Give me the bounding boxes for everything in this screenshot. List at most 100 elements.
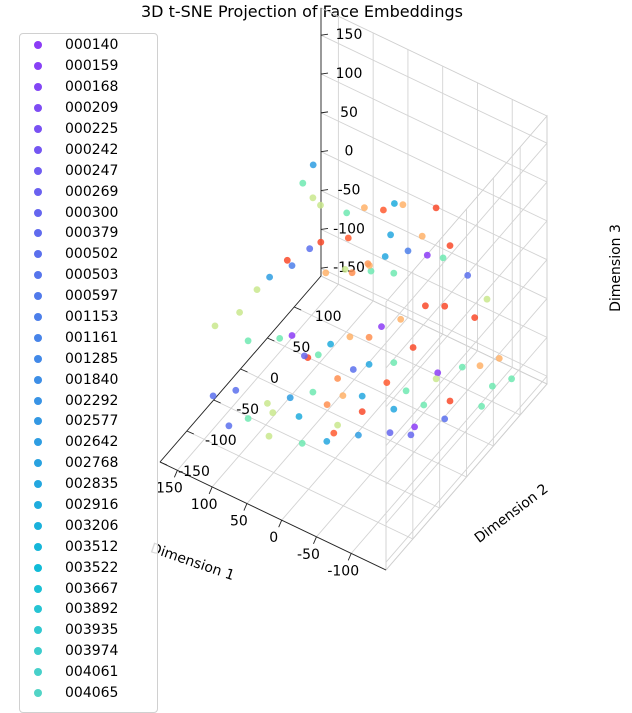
legend-item: 003667 bbox=[20, 578, 157, 599]
legend-item: 002292 bbox=[20, 390, 157, 411]
data-point bbox=[446, 397, 454, 405]
grid-line-z bbox=[385, 220, 548, 408]
axes-panes bbox=[159, 7, 548, 572]
data-point bbox=[244, 337, 252, 345]
data-point bbox=[390, 269, 398, 277]
legend-label: 004065 bbox=[65, 685, 119, 702]
legend-item: 003892 bbox=[20, 599, 157, 620]
data-point bbox=[434, 369, 442, 377]
x-tick-mark bbox=[243, 503, 248, 511]
legend-label: 001285 bbox=[65, 350, 119, 367]
y-tick-mark bbox=[293, 306, 302, 311]
legend-label: 000225 bbox=[65, 121, 119, 137]
legend-marker bbox=[34, 417, 42, 426]
legend-item: 004065 bbox=[20, 683, 157, 704]
data-point bbox=[386, 429, 394, 437]
x-tick-label: 50 bbox=[230, 514, 248, 530]
data-point bbox=[418, 232, 426, 240]
grid-line-z bbox=[385, 142, 548, 330]
legend-label: 000503 bbox=[65, 267, 119, 284]
data-point bbox=[423, 251, 431, 259]
legend-item: 000597 bbox=[20, 286, 157, 307]
data-point bbox=[283, 256, 291, 264]
legend-item: 000503 bbox=[20, 265, 157, 286]
data-point bbox=[323, 438, 331, 445]
data-point bbox=[476, 362, 484, 370]
legend-label: 002577 bbox=[65, 413, 119, 430]
legend-label: 001153 bbox=[65, 309, 119, 326]
x-tick-label: 100 bbox=[191, 497, 218, 513]
y-tick-mark bbox=[186, 430, 195, 435]
grid-line-z bbox=[385, 259, 548, 447]
legend-label: 000300 bbox=[65, 204, 119, 221]
data-point bbox=[407, 431, 415, 439]
legend-marker bbox=[34, 584, 42, 593]
legend-marker bbox=[34, 208, 42, 217]
legend-marker bbox=[34, 354, 42, 363]
data-point bbox=[464, 272, 472, 279]
legend-item: 000225 bbox=[20, 119, 157, 140]
legend-marker bbox=[34, 333, 42, 342]
legend-label: 000242 bbox=[65, 141, 119, 158]
y-tick-label: 100 bbox=[315, 309, 342, 325]
x-tick-mark bbox=[347, 553, 352, 561]
legend-marker bbox=[34, 480, 42, 489]
legend-label: 002768 bbox=[65, 455, 119, 472]
legend-item: 002835 bbox=[20, 474, 157, 495]
legend-marker bbox=[34, 647, 42, 656]
axes-edges bbox=[159, 8, 387, 571]
data-point bbox=[330, 429, 338, 437]
x-axis-line bbox=[159, 461, 387, 571]
data-point bbox=[244, 415, 252, 422]
data-point bbox=[232, 386, 240, 394]
legend-label: 003974 bbox=[65, 643, 119, 660]
data-point bbox=[355, 431, 362, 439]
legend-marker bbox=[34, 668, 42, 677]
legend-label: 003512 bbox=[65, 538, 119, 555]
data-point bbox=[483, 295, 491, 303]
z-tick-label: -100 bbox=[333, 221, 365, 237]
legend-label: 003667 bbox=[65, 580, 119, 597]
data-point bbox=[358, 408, 366, 415]
y-tick-label: -100 bbox=[205, 433, 237, 449]
grid-line-y bbox=[293, 306, 521, 416]
legend-item: 003512 bbox=[20, 536, 157, 557]
z-tick-mark bbox=[320, 72, 329, 75]
data-point bbox=[341, 266, 349, 273]
data-point bbox=[409, 344, 417, 351]
data-point bbox=[399, 201, 407, 209]
data-point bbox=[441, 415, 449, 423]
data-point bbox=[404, 247, 412, 255]
y-tick-label: -150 bbox=[178, 464, 210, 480]
x-tick-mark bbox=[313, 536, 317, 544]
grid-line-z bbox=[320, 190, 548, 299]
data-point bbox=[489, 382, 496, 390]
y-tick-mark bbox=[240, 368, 248, 373]
legend-item: 001161 bbox=[20, 327, 157, 348]
data-point bbox=[432, 204, 440, 212]
legend-label: 000247 bbox=[65, 162, 119, 179]
legend-marker bbox=[34, 292, 42, 301]
z-tick-mark bbox=[320, 266, 329, 269]
legend-marker bbox=[34, 689, 42, 698]
chart-title: 3D t-SNE Projection of Face Embeddings bbox=[141, 2, 463, 21]
data-point bbox=[422, 302, 429, 310]
legend-marker bbox=[34, 626, 42, 635]
legend-item: 002768 bbox=[20, 453, 157, 474]
y-tick-mark bbox=[267, 337, 275, 342]
legend-item: 000300 bbox=[20, 202, 157, 223]
data-point bbox=[323, 401, 331, 408]
z-tick-mark bbox=[320, 111, 329, 114]
data-point bbox=[348, 269, 356, 277]
grid-line-z bbox=[320, 267, 548, 377]
legend-label: 003522 bbox=[65, 559, 119, 576]
legend-label: 003935 bbox=[65, 622, 119, 639]
data-point bbox=[390, 405, 398, 413]
data-point bbox=[317, 201, 324, 209]
y-axis-label: Dimension 2 bbox=[472, 481, 552, 547]
data-point bbox=[391, 200, 398, 207]
legend: 000140 000159 000168 000209 000225 000242 0002… bbox=[19, 33, 158, 713]
legend-marker bbox=[34, 271, 42, 280]
legend-item: 000209 bbox=[20, 98, 157, 119]
data-point bbox=[387, 231, 394, 239]
